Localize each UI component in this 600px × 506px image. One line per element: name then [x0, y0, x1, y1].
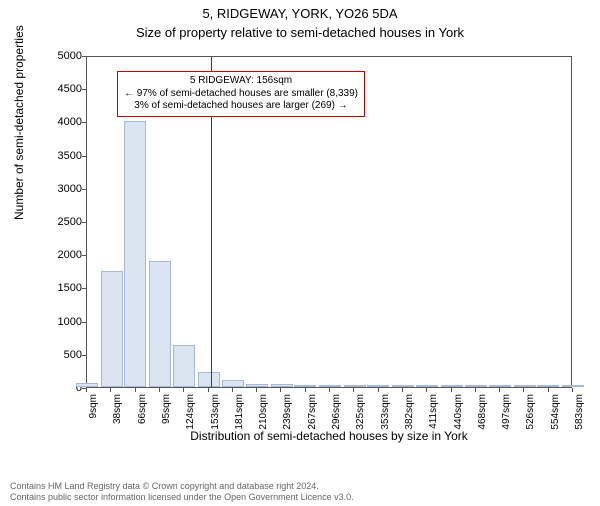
x-tick-mark — [378, 388, 379, 392]
annot-line2: ← 97% of semi-detached houses are smalle… — [124, 88, 358, 101]
x-tick-mark — [208, 388, 209, 392]
chart-container: 5, RIDGEWAY, YORK, YO26 5DA Size of prop… — [0, 6, 600, 506]
histogram-bar — [222, 380, 244, 387]
x-tick-mark — [426, 388, 427, 392]
x-tick-mark — [280, 388, 281, 392]
x-tick-mark — [572, 388, 573, 392]
y-tick-label: 4500 — [40, 83, 82, 95]
x-tick-label: 95sqm — [161, 394, 172, 424]
x-tick-label: 382sqm — [404, 394, 415, 430]
x-tick-mark — [256, 388, 257, 392]
histogram-bar — [173, 345, 195, 387]
x-tick-mark — [353, 388, 354, 392]
histogram-bar — [271, 384, 293, 387]
page-subtitle: Size of property relative to semi-detach… — [0, 25, 600, 40]
x-tick-label: 296sqm — [331, 394, 342, 430]
x-tick-label: 181sqm — [234, 394, 245, 430]
x-tick-mark — [329, 388, 330, 392]
y-tick-label: 1000 — [40, 316, 82, 328]
x-tick-mark — [135, 388, 136, 392]
chart-wrap: Number of semi-detached properties 05001… — [40, 50, 580, 440]
x-tick-mark — [232, 388, 233, 392]
y-tick-label: 3500 — [40, 150, 82, 162]
x-tick-label: 526sqm — [525, 394, 536, 430]
x-tick-label: 468sqm — [477, 394, 488, 430]
histogram-bar — [441, 385, 463, 387]
x-tick-mark — [523, 388, 524, 392]
x-tick-label: 239sqm — [282, 394, 293, 430]
x-tick-mark — [110, 388, 111, 392]
x-tick-label: 153sqm — [210, 394, 221, 430]
x-tick-mark — [305, 388, 306, 392]
x-tick-mark — [475, 388, 476, 392]
x-tick-mark — [159, 388, 160, 392]
histogram-bar — [344, 385, 366, 387]
histogram-bar — [319, 385, 341, 387]
histogram-bar — [198, 372, 220, 387]
x-tick-label: 325sqm — [355, 394, 366, 430]
x-tick-label: 497sqm — [501, 394, 512, 430]
annot-line3: 3% of semi-detached houses are larger (2… — [124, 100, 358, 113]
x-tick-label: 38sqm — [112, 394, 123, 424]
x-tick-mark — [402, 388, 403, 392]
histogram-bar — [124, 121, 146, 387]
annotation-callout: 5 RIDGEWAY: 156sqm ← 97% of semi-detache… — [117, 71, 365, 117]
x-tick-label: 411sqm — [428, 394, 439, 429]
y-tick-label: 500 — [40, 349, 82, 361]
histogram-bar — [76, 383, 98, 387]
histogram-bar — [514, 385, 536, 387]
y-tick-label: 5000 — [40, 50, 82, 62]
x-tick-mark — [451, 388, 452, 392]
histogram-bar — [465, 385, 487, 387]
x-tick-label: 583sqm — [574, 394, 585, 430]
histogram-bar — [246, 384, 268, 387]
plot-area: 5 RIDGEWAY: 156sqm ← 97% of semi-detache… — [86, 56, 572, 388]
histogram-bar — [149, 261, 171, 387]
footer-line1: Contains HM Land Registry data © Crown c… — [10, 481, 354, 492]
histogram-bar — [367, 385, 389, 387]
histogram-bar — [562, 385, 584, 387]
page-title: 5, RIDGEWAY, YORK, YO26 5DA — [0, 6, 600, 23]
y-tick-label: 3000 — [40, 183, 82, 195]
histogram-bar — [537, 385, 559, 387]
histogram-bar — [416, 385, 438, 387]
x-tick-mark — [548, 388, 549, 392]
x-axis-label: Distribution of semi-detached houses by … — [86, 429, 572, 443]
x-tick-label: 440sqm — [453, 394, 464, 430]
y-axis-label: Number of semi-detached properties — [12, 25, 26, 220]
x-tick-label: 124sqm — [185, 394, 196, 430]
footer-line2: Contains public sector information licen… — [10, 492, 354, 503]
x-tick-label: 210sqm — [258, 394, 269, 430]
y-tick-label: 1500 — [40, 282, 82, 294]
x-tick-label: 353sqm — [380, 394, 391, 430]
x-tick-label: 267sqm — [307, 394, 318, 430]
histogram-bar — [294, 385, 316, 387]
histogram-bar — [392, 385, 414, 387]
x-tick-mark — [86, 388, 87, 392]
y-tick-label: 2000 — [40, 249, 82, 261]
x-tick-label: 66sqm — [137, 394, 148, 424]
x-tick-label: 9sqm — [88, 394, 99, 418]
x-tick-mark — [499, 388, 500, 392]
y-tick-label: 2500 — [40, 216, 82, 228]
annot-line1: 5 RIDGEWAY: 156sqm — [124, 75, 358, 88]
x-tick-mark — [183, 388, 184, 392]
histogram-bar — [101, 271, 123, 387]
x-tick-label: 554sqm — [550, 394, 561, 430]
histogram-bar — [489, 385, 511, 387]
y-tick-label: 4000 — [40, 116, 82, 128]
